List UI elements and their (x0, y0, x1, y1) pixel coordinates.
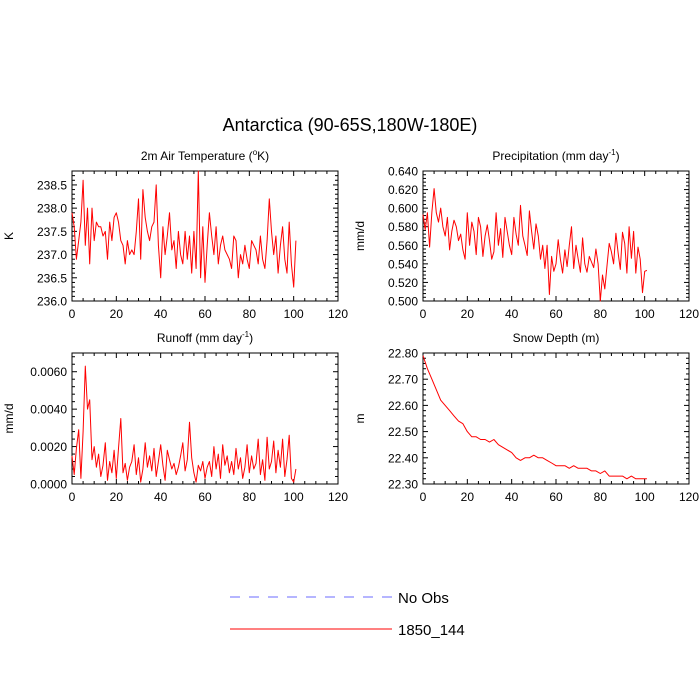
plot-frame (422, 352, 690, 485)
y-tick-label: 0.0020 (30, 440, 67, 454)
panel-precipitation: 0 20 40 60 80 100 120 0.500 0.520 0.540 0.560 0.580… (353, 148, 699, 321)
y-tick-label: 22.40 (388, 451, 418, 465)
y-tick-label: 238.0 (37, 202, 67, 216)
x-tick-label: 20 (110, 490, 124, 504)
x-tick-label: 40 (505, 307, 519, 321)
y-tick-label: 0.620 (388, 183, 418, 197)
x-tick-label: 120 (328, 490, 348, 504)
panel-title: 2m Air Temperature (oK) (141, 148, 269, 163)
series-line (422, 188, 648, 302)
y-tick-label: 237.5 (37, 225, 67, 239)
x-tick-label: 120 (679, 307, 699, 321)
y-tick-label: 22.30 (388, 478, 418, 492)
x-tick-label: 80 (243, 490, 257, 504)
legend: No Obs 1850_144 (230, 590, 465, 639)
x-tick-label: 20 (110, 307, 124, 321)
panel-title: Snow Depth (m) (513, 331, 600, 345)
x-tick-label: 20 (461, 490, 475, 504)
y-tick-label: 238.5 (37, 178, 67, 192)
y-axis-label: mm/d (353, 221, 367, 251)
x-tick-label: 120 (328, 307, 348, 321)
x-tick-label: 40 (154, 307, 168, 321)
y-axis-label: K (2, 232, 16, 240)
series-line (422, 355, 647, 480)
y-tick-label: 0.0060 (30, 365, 67, 379)
y-tick-label: 0.600 (388, 202, 418, 216)
x-tick-label: 100 (635, 307, 655, 321)
x-tick-label: 100 (284, 307, 304, 321)
y-tick-label: 236.5 (37, 271, 67, 285)
x-tick-label: 80 (594, 307, 608, 321)
y-tick-label: 0.520 (388, 276, 418, 290)
y-tick-label: 0.0000 (30, 478, 67, 492)
y-axis-label: m (353, 414, 367, 424)
x-tick-label: 0 (69, 307, 76, 321)
series-line (71, 365, 297, 483)
y-tick-label: 0.580 (388, 220, 418, 234)
x-tick-label: 60 (549, 490, 563, 504)
y-tick-label: 22.80 (388, 347, 418, 361)
legend-label: No Obs (398, 590, 449, 607)
x-tick-label: 40 (154, 490, 168, 504)
x-tick-label: 120 (679, 490, 699, 504)
panel-title: Runoff (mm day-1) (157, 330, 253, 345)
y-tick-label: 22.70 (388, 373, 418, 387)
x-tick-label: 0 (69, 490, 76, 504)
figure-title: Antarctica (90-65S,180W-180E) (223, 115, 478, 135)
x-tick-label: 100 (284, 490, 304, 504)
panel-air-temperature: 0 20 40 60 80 100 120 236.0 236.5 237.0 237.5 238.0… (2, 148, 348, 321)
y-tick-label: 0.640 (388, 165, 418, 179)
y-tick-label: 0.500 (388, 295, 418, 309)
panel-snow-depth: 0 20 40 60 80 100 120 22.30 22.40 22.50 22.60 22.70… (353, 331, 699, 504)
x-tick-label: 0 (420, 307, 427, 321)
y-tick-label: 0.540 (388, 257, 418, 271)
y-tick-label: 0.560 (388, 239, 418, 253)
panel-runoff: 0 20 40 60 80 100 120 0.0000 0.0020 0.0040 0.0060 m… (2, 330, 348, 504)
x-tick-label: 40 (505, 490, 519, 504)
y-tick-label: 22.50 (388, 425, 418, 439)
plot-frame (71, 352, 339, 485)
panel-title: Precipitation (mm day-1) (492, 148, 619, 163)
y-tick-label: 22.60 (388, 399, 418, 413)
legend-label: 1850_144 (398, 622, 465, 639)
x-tick-label: 80 (594, 490, 608, 504)
y-tick-label: 237.0 (37, 248, 67, 262)
series-line (71, 170, 297, 288)
plot-frame (422, 170, 690, 302)
x-tick-label: 0 (420, 490, 427, 504)
x-tick-label: 60 (549, 307, 563, 321)
y-tick-label: 236.0 (37, 295, 67, 309)
x-tick-label: 100 (635, 490, 655, 504)
x-tick-label: 60 (198, 490, 212, 504)
x-tick-label: 60 (198, 307, 212, 321)
y-axis-label: mm/d (2, 404, 16, 434)
y-tick-label: 0.0040 (30, 403, 67, 417)
x-tick-label: 80 (243, 307, 257, 321)
x-tick-label: 20 (461, 307, 475, 321)
